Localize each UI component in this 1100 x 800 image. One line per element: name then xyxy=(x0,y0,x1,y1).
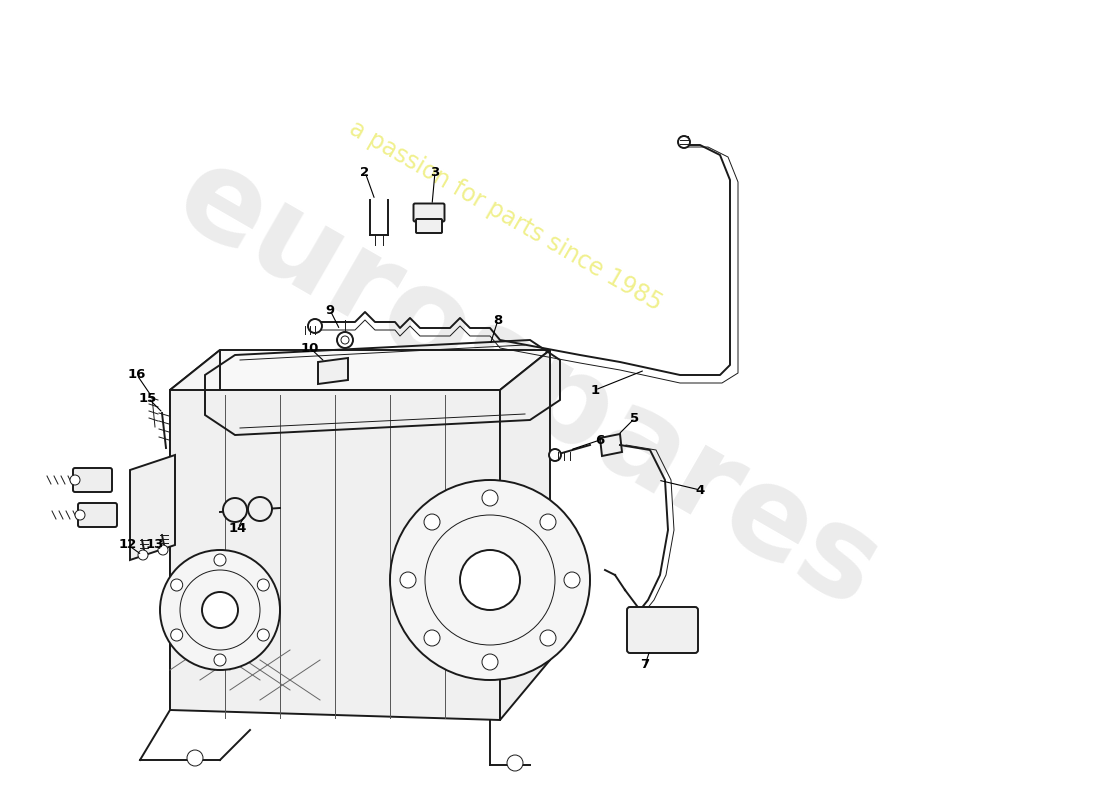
Circle shape xyxy=(482,654,498,670)
Circle shape xyxy=(678,136,690,148)
Polygon shape xyxy=(170,390,501,720)
Text: 14: 14 xyxy=(229,522,248,534)
Circle shape xyxy=(202,592,238,628)
Text: 3: 3 xyxy=(430,166,440,178)
Circle shape xyxy=(390,480,590,680)
Circle shape xyxy=(540,514,556,530)
Polygon shape xyxy=(500,350,550,720)
Polygon shape xyxy=(130,455,175,560)
Circle shape xyxy=(75,510,85,520)
Circle shape xyxy=(549,449,561,461)
Circle shape xyxy=(431,209,439,217)
Circle shape xyxy=(160,550,280,670)
Text: 1: 1 xyxy=(591,383,600,397)
Circle shape xyxy=(257,579,270,591)
Text: 4: 4 xyxy=(695,483,705,497)
Circle shape xyxy=(170,579,183,591)
Circle shape xyxy=(214,654,225,666)
FancyBboxPatch shape xyxy=(416,219,442,233)
FancyBboxPatch shape xyxy=(414,203,444,222)
Text: 8: 8 xyxy=(494,314,503,326)
Text: 13: 13 xyxy=(146,538,164,551)
Circle shape xyxy=(170,629,183,641)
Text: 12: 12 xyxy=(119,538,138,551)
Polygon shape xyxy=(170,350,550,390)
Circle shape xyxy=(419,209,427,217)
Circle shape xyxy=(158,545,168,555)
Circle shape xyxy=(337,332,353,348)
Circle shape xyxy=(507,755,522,771)
Circle shape xyxy=(257,629,270,641)
Circle shape xyxy=(214,554,225,566)
FancyBboxPatch shape xyxy=(627,607,698,653)
Circle shape xyxy=(540,630,556,646)
Circle shape xyxy=(248,497,272,521)
Text: 6: 6 xyxy=(595,434,605,446)
Text: a passion for parts since 1985: a passion for parts since 1985 xyxy=(345,116,667,316)
Circle shape xyxy=(223,498,248,522)
Text: 10: 10 xyxy=(300,342,319,354)
Polygon shape xyxy=(600,434,621,456)
Circle shape xyxy=(482,490,498,506)
Circle shape xyxy=(400,572,416,588)
Text: 5: 5 xyxy=(630,411,639,425)
Text: 9: 9 xyxy=(326,303,334,317)
Circle shape xyxy=(424,514,440,530)
Circle shape xyxy=(341,336,349,344)
Circle shape xyxy=(187,750,204,766)
FancyBboxPatch shape xyxy=(78,503,117,527)
Circle shape xyxy=(424,630,440,646)
Polygon shape xyxy=(170,350,220,710)
FancyBboxPatch shape xyxy=(73,468,112,492)
Polygon shape xyxy=(318,358,348,384)
Circle shape xyxy=(460,550,520,610)
Circle shape xyxy=(564,572,580,588)
Text: 15: 15 xyxy=(139,391,157,405)
Text: 2: 2 xyxy=(361,166,370,178)
Text: eurospares: eurospares xyxy=(155,134,901,634)
Circle shape xyxy=(308,319,322,333)
Text: 16: 16 xyxy=(128,369,146,382)
Circle shape xyxy=(138,550,148,560)
Circle shape xyxy=(70,475,80,485)
Text: 7: 7 xyxy=(640,658,650,671)
